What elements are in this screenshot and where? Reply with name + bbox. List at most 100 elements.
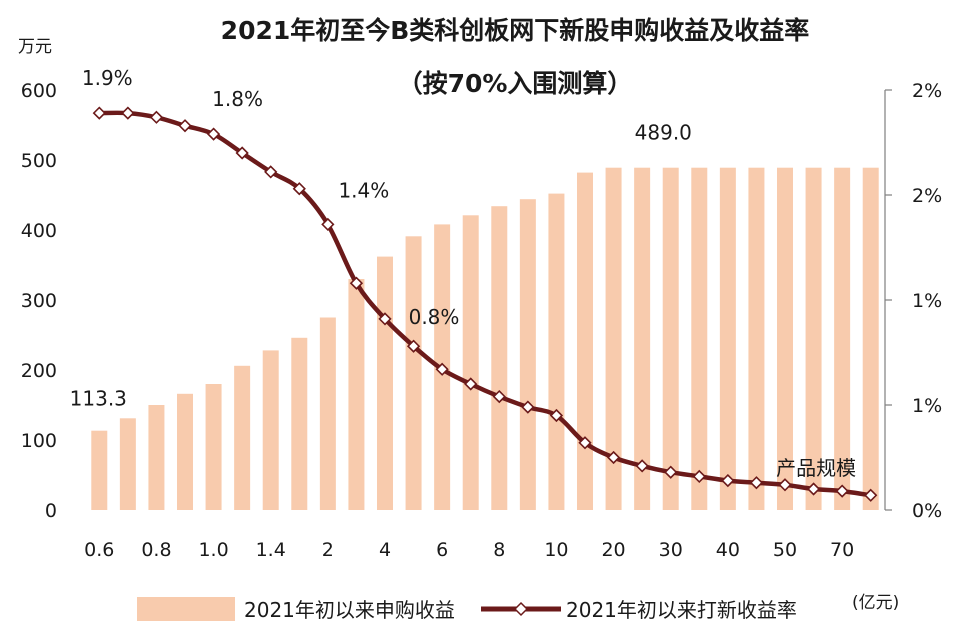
bar-3: [348, 279, 365, 510]
legend-line-marker: [513, 601, 529, 617]
line-marker-2: [321, 217, 335, 232]
line-marker-1.0: [206, 127, 221, 141]
line-path: [99, 110, 872, 498]
bar-1.4: [262, 350, 279, 510]
bar-0.9: [177, 393, 193, 510]
line-marker-40: [721, 473, 735, 488]
y-right-tick-label: 1%: [912, 290, 942, 312]
legend-bar-label: 2021年初以来申购收益: [244, 598, 455, 622]
y-right-tick-label: 2%: [912, 80, 942, 102]
axis-ticks: 0 100 200 300 400 500 600 0.6 0.8 1.0 1.4 2 4 6 8 10 20 3…: [21, 80, 855, 561]
legend: 2021年初以来申购收益 2021年初以来打新收益率: [137, 597, 797, 622]
bar-0.8: [148, 405, 165, 510]
line-marker-50: [778, 478, 792, 492]
line-marker-10: [549, 408, 564, 423]
bar-1.2: [234, 365, 251, 510]
line-series: [92, 106, 878, 502]
line-marker-30: [664, 465, 678, 479]
x-tick-label: 2: [322, 539, 334, 561]
line-marker-45: [749, 476, 764, 490]
x-tick-label: 70: [830, 539, 854, 561]
bar-0.6: [91, 430, 108, 510]
bar-1.6: [291, 337, 308, 510]
line-marker-1.6: [292, 182, 306, 196]
y-right-tick-label: 1%: [912, 395, 942, 417]
bar-45: [748, 167, 765, 510]
y-left-tick-label: 200: [21, 360, 57, 382]
line-marker-70: [835, 484, 849, 498]
legend-line-label: 2021年初以来打新收益率: [566, 598, 797, 622]
line-marker-20: [606, 450, 621, 465]
annotation-label: 489.0: [635, 121, 692, 145]
annotation-label: 1.9%: [82, 66, 133, 90]
line-marker-8: [492, 389, 506, 404]
x-tick-label: 40: [716, 539, 740, 561]
bar-60: [805, 167, 822, 510]
right-axis: 0% 1% 1% 2% 2%: [884, 80, 942, 522]
line-marker-80: [864, 488, 878, 502]
bar-35: [691, 167, 708, 510]
chart-subtitle: （按70%入围测算）: [398, 69, 633, 98]
line-marker-35: [692, 469, 706, 484]
bar-10: [548, 193, 565, 510]
bar-4: [377, 256, 393, 510]
y-left-tick-label: 300: [21, 290, 57, 312]
bar-8: [491, 206, 508, 510]
x-tick-label: 0.6: [84, 539, 114, 561]
x-tick-label: 4: [379, 539, 391, 561]
y-left-tick-label: 500: [21, 150, 57, 172]
y-right-tick-label: 0%: [912, 500, 942, 522]
line-marker-0.9: [178, 119, 192, 133]
line-marker-0.6: [92, 106, 106, 120]
y-right-tick-label: 2%: [912, 185, 942, 207]
bar-30: [662, 167, 679, 510]
bar-80: [862, 167, 879, 510]
y-left-tick-label: 100: [21, 430, 57, 452]
line-marker-60: [806, 482, 821, 496]
annotation-label: 1.8%: [212, 87, 263, 111]
line-marker-6: [435, 362, 449, 376]
line-marker-7: [464, 377, 478, 391]
bar-5: [405, 236, 422, 511]
line-marker-1.4: [264, 165, 278, 179]
bar-1.0: [205, 384, 222, 510]
y-left-unit: 万元: [18, 37, 52, 57]
x-tick-label: 30: [659, 539, 683, 561]
line-marker-4: [378, 312, 392, 326]
line-marker-9: [521, 400, 535, 414]
line-marker-3: [349, 276, 364, 290]
bar-50: [777, 167, 793, 510]
x-tick-label: 20: [601, 539, 625, 561]
line-marker-1.2: [235, 146, 249, 160]
x-tick-label: 1.4: [256, 539, 286, 561]
chart-title: 2021年初至今B类科创板网下新股申购收益及收益率: [221, 16, 810, 45]
x-tick-label: 0.8: [141, 539, 171, 561]
bar-20: [605, 167, 622, 510]
line-marker-15: [578, 436, 592, 450]
x-tick-label: 1.0: [198, 539, 228, 561]
y-left-tick-label: 0: [45, 500, 57, 522]
bar-9: [519, 199, 536, 510]
bar-15: [577, 172, 593, 510]
line-marker-5: [406, 339, 421, 353]
annotations: 1.9% 1.8% 1.4% 0.8% 113.3 489.0 产品规模: [70, 66, 856, 480]
line-marker-0.7: [121, 106, 135, 120]
annotation-label: 产品规模: [776, 456, 856, 480]
y-left-tick-label: 400: [21, 220, 57, 242]
x-tick-label: 8: [493, 539, 505, 561]
line-marker-25: [635, 459, 649, 473]
bar-7: [462, 215, 479, 511]
bar-70: [834, 167, 851, 510]
annotation-label: 1.4%: [338, 178, 389, 202]
x-tick-label: 50: [773, 539, 797, 561]
annotation-label: 113.3: [70, 387, 127, 411]
line-marker-0.8: [149, 110, 164, 124]
annotation-label: 0.8%: [409, 305, 460, 329]
bar-40: [719, 167, 736, 510]
legend-bar-swatch: [137, 597, 235, 621]
y-left-tick-label: 600: [21, 80, 57, 102]
x-unit: (亿元): [852, 593, 899, 613]
bar-2: [319, 317, 336, 510]
bar-series: [91, 167, 879, 511]
